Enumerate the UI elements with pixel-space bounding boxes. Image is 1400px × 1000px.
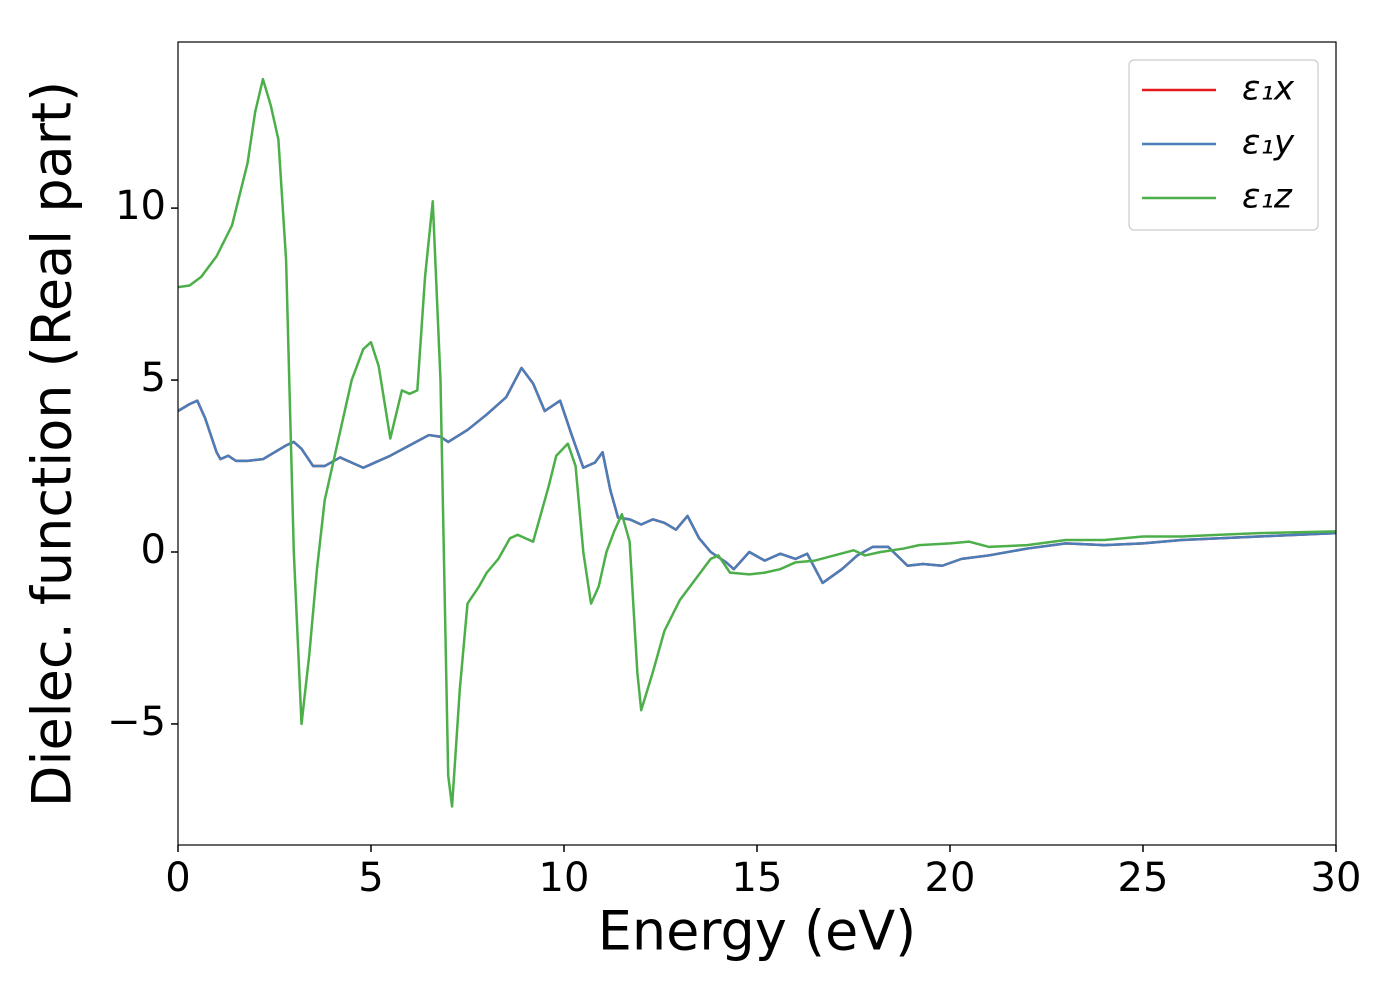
x-tick-label: 10 [539,855,590,901]
x-tick-label: 20 [925,855,976,901]
y-tick-label: −5 [107,699,166,745]
series-line [178,366,1336,585]
series-line [178,77,1336,808]
x-tick-label: 5 [358,855,383,901]
x-tick-label: 25 [1118,855,1169,901]
x-axis-label: Energy (eV) [598,900,917,963]
x-tick-label: 30 [1311,855,1362,901]
y-tick-label: 10 [115,183,166,229]
legend-label: ε₁y [1242,123,1295,163]
y-axis-label: Dielec. function (Real part) [21,81,84,807]
y-tick-label: 0 [141,527,166,573]
y-tick-label: 5 [141,355,166,401]
legend-box [1128,59,1319,231]
plot-frame [177,41,1337,846]
legend-label: ε₁x [1242,69,1295,109]
legend-label: ε₁z [1242,177,1293,217]
x-tick-label: 0 [165,855,190,901]
x-tick-label: 15 [732,855,783,901]
series-line [178,366,1336,585]
